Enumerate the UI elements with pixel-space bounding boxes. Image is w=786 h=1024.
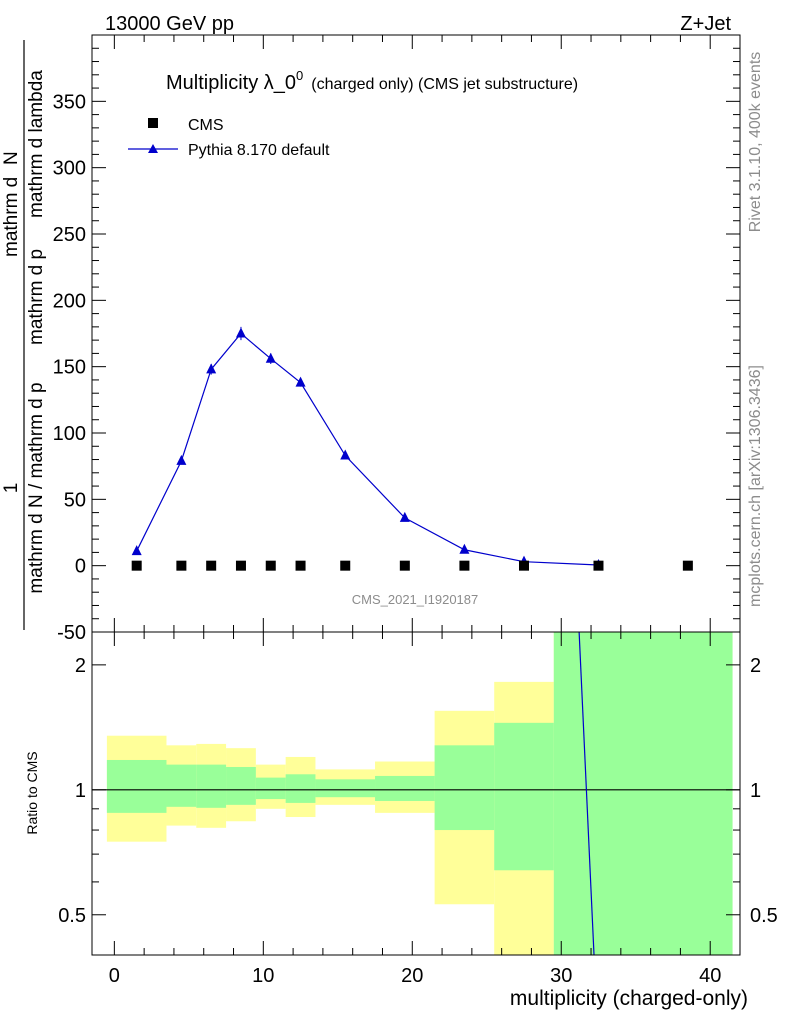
cms-point — [593, 560, 604, 571]
main-marks — [131, 326, 693, 571]
analysis-watermark: CMS_2021_I1920187 — [352, 592, 479, 607]
ratio-inner-band — [375, 775, 435, 801]
ratio-inner-band — [255, 777, 286, 800]
cms-point — [399, 560, 410, 571]
ratio-inner-band — [315, 779, 376, 798]
energy-label: 13000 GeV pp — [105, 13, 234, 35]
main-y-tick-label: 50 — [64, 489, 86, 511]
cms-point — [176, 560, 187, 571]
y-label-one: 1 — [1, 483, 22, 494]
legend-pythia-marker — [148, 144, 158, 153]
y-label-den: mathrm d p — [26, 249, 47, 345]
ratio-y-tick-label-right: 0.5 — [750, 905, 778, 927]
main-y-label: 1 mathrm d N / mathrm d p mathrm d N mat… — [1, 40, 47, 630]
cms-point — [235, 560, 246, 571]
mcplots-label: mcplots.cern.ch [arXiv:1306.3436] — [747, 365, 764, 607]
main-y-tick-label: 150 — [53, 357, 86, 379]
cms-point — [459, 560, 470, 571]
chart-title-sub: (charged only) (CMS jet substructure) — [311, 76, 578, 93]
cms-point — [295, 560, 306, 571]
pythia-ratio-line — [578, 631, 595, 956]
ratio-y-tick-label-right: 1 — [750, 780, 761, 802]
ratio-x-ticks: 0 10 20 30 40 — [109, 632, 741, 987]
pythia-point — [176, 454, 187, 465]
y-label-rest: mathrm d lambda — [26, 70, 47, 218]
y-label-num: mathrm d — [1, 177, 22, 257]
pythia-point — [265, 352, 276, 363]
ratio-y-label: Ratio to CMS — [24, 751, 40, 834]
pythia-point — [295, 376, 306, 387]
main-panel: -50 0 50 100 150 200 250 300 350 Multiplicity λ_… — [1, 34, 741, 644]
x-tick-label: 20 — [401, 965, 423, 987]
ratio-inner-band — [494, 722, 554, 871]
chart-title-main: Multiplicity λ_0 — [166, 72, 296, 94]
process-label: Z+Jet — [680, 13, 731, 35]
ratio-marks — [92, 631, 740, 956]
main-x-ticks — [113, 35, 741, 632]
ratio-y-ticks: 0.5 0.5 1 1 2 2 — [58, 655, 778, 927]
main-y-tick-label: 200 — [53, 290, 86, 312]
legend-cms-label: CMS — [188, 117, 224, 134]
ratio-inner-band — [166, 764, 197, 807]
cms-point — [682, 560, 693, 571]
main-y-ticks: -50 0 50 100 150 200 250 300 350 — [53, 47, 740, 644]
pythia-point — [459, 543, 470, 554]
ratio-y-tick-label-left: 1 — [75, 780, 86, 802]
ratio-inner-band — [553, 632, 733, 955]
ratio-inner-band — [226, 766, 256, 805]
chart-title-sup: 0 — [296, 68, 303, 83]
pythia-point — [206, 363, 217, 374]
cms-point — [206, 560, 217, 571]
x-tick-label: 40 — [699, 965, 721, 987]
main-y-tick-label: 0 — [75, 556, 86, 578]
cms-point — [265, 560, 276, 571]
main-y-tick-label: 250 — [53, 224, 86, 246]
rivet-label: Rivet 3.1.10, 400k events — [747, 52, 764, 233]
cms-point — [131, 560, 142, 571]
ratio-inner-band — [106, 759, 167, 813]
main-y-tick-label: -50 — [57, 622, 86, 644]
legend-cms-marker — [148, 118, 158, 128]
ratio-inner-band — [196, 764, 227, 808]
main-y-tick-label: 300 — [53, 158, 86, 180]
x-tick-label: 10 — [252, 965, 274, 987]
main-y-tick-label: 350 — [53, 91, 86, 113]
pythia-point — [235, 327, 246, 338]
x-axis-label: multiplicity (charged-only) — [510, 987, 748, 1010]
x-tick-label: 0 — [109, 965, 120, 987]
pythia-series-line — [136, 332, 599, 566]
y-label-denominator: mathrm d N / mathrm d p — [26, 382, 47, 593]
chart-title: Multiplicity λ_00 (charged only) (CMS jet… — [166, 68, 578, 94]
ratio-inner-band — [434, 745, 495, 831]
legend-pythia-label: Pythia 8.170 default — [188, 142, 330, 159]
pythia-point — [340, 449, 351, 460]
pythia-point — [131, 545, 142, 556]
cms-point — [340, 560, 351, 571]
x-tick-label: 30 — [550, 965, 572, 987]
ratio-panel: 0.5 0.5 1 1 2 2 0 10 20 30 40 Ratio to CMS multip… — [24, 631, 778, 1010]
ratio-y-tick-label-right: 2 — [750, 655, 761, 677]
ratio-y-tick-label-left: 0.5 — [58, 905, 86, 927]
pythia-point — [399, 511, 410, 522]
legend: CMS Pythia 8.170 default — [128, 117, 330, 159]
ratio-inner-band — [285, 774, 316, 803]
cms-point — [519, 560, 529, 571]
ratio-y-tick-label-left: 2 — [75, 655, 86, 677]
ratio-frame — [91, 631, 741, 956]
y-label-N: N — [1, 151, 22, 165]
main-y-tick-label: 100 — [53, 423, 86, 445]
